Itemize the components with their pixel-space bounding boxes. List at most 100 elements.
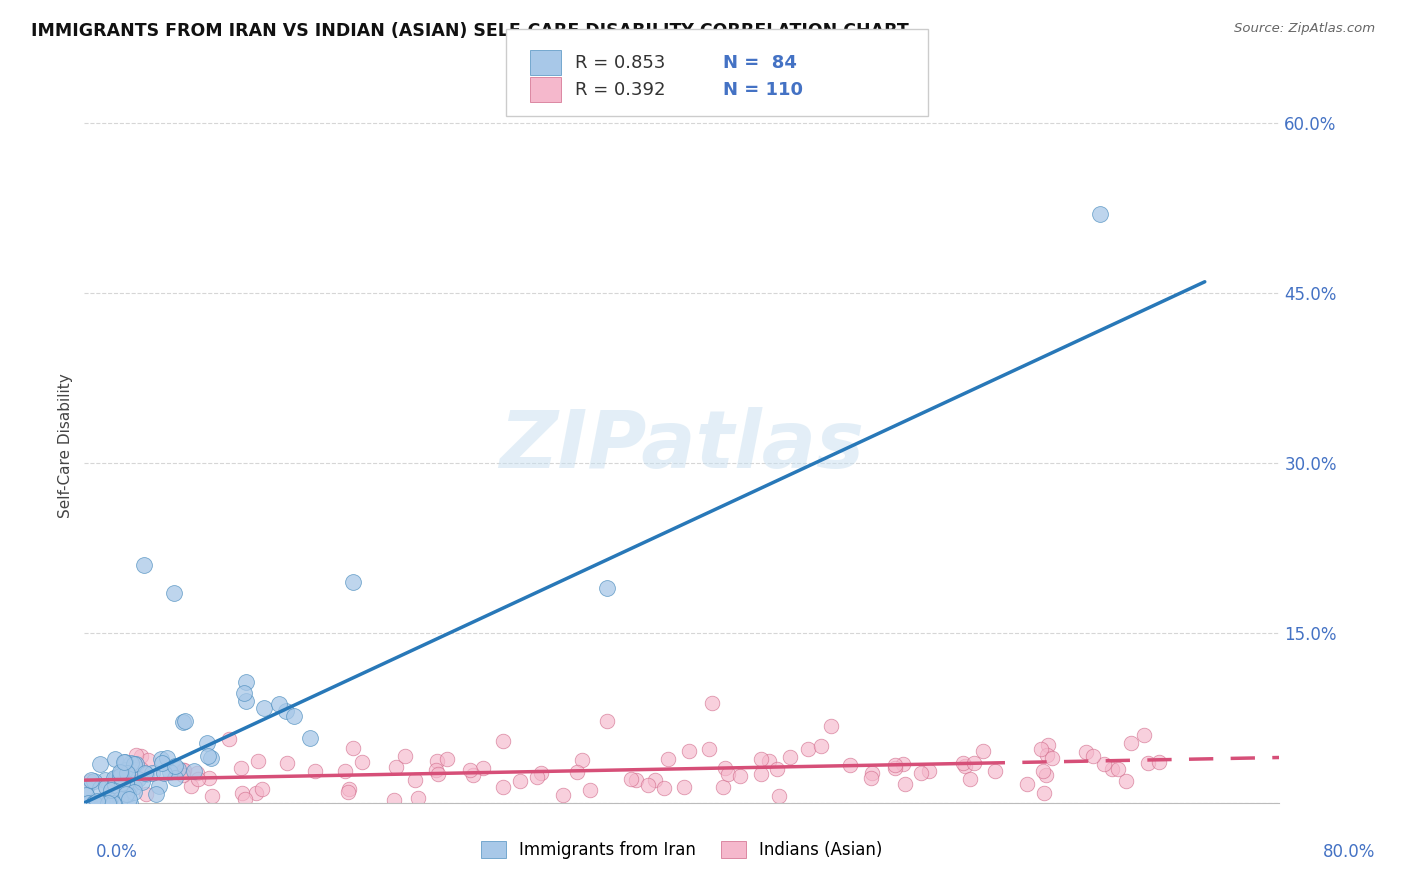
Point xyxy=(1115,773,1137,788)
Point xyxy=(1017,777,1039,791)
Point xyxy=(298,731,321,745)
Point xyxy=(118,792,141,806)
Point xyxy=(283,709,305,723)
Point xyxy=(110,769,132,783)
Point xyxy=(124,785,146,799)
Point xyxy=(120,768,142,782)
Point xyxy=(749,752,772,766)
Point xyxy=(408,790,430,805)
Point xyxy=(180,779,202,793)
Point xyxy=(103,771,125,785)
Point xyxy=(231,786,253,800)
Point xyxy=(1090,207,1112,221)
Point xyxy=(1147,755,1170,769)
Point xyxy=(153,766,176,780)
Point xyxy=(337,781,360,796)
Point xyxy=(657,752,679,766)
Point xyxy=(172,768,194,782)
Point xyxy=(115,787,138,801)
Point xyxy=(404,773,426,788)
Point xyxy=(165,759,187,773)
Point xyxy=(953,759,976,773)
Point xyxy=(1074,746,1097,760)
Point xyxy=(959,772,981,786)
Point xyxy=(141,765,163,780)
Point xyxy=(342,574,364,589)
Point xyxy=(620,772,643,786)
Point xyxy=(110,765,132,780)
Point xyxy=(98,793,121,807)
Point xyxy=(1035,768,1057,782)
Point xyxy=(492,733,515,747)
Point xyxy=(1036,748,1059,763)
Text: Source: ZipAtlas.com: Source: ZipAtlas.com xyxy=(1234,22,1375,36)
Point xyxy=(796,742,818,756)
Point xyxy=(1136,756,1159,771)
Point xyxy=(149,752,172,766)
Point xyxy=(728,769,751,783)
Point xyxy=(253,701,276,715)
Point xyxy=(125,756,148,771)
Point xyxy=(87,796,110,810)
Point xyxy=(115,768,138,782)
Point xyxy=(166,762,188,776)
Point xyxy=(117,787,139,801)
Text: N =  84: N = 84 xyxy=(723,54,797,72)
Point xyxy=(111,765,134,780)
Point xyxy=(98,796,121,810)
Point xyxy=(232,686,254,700)
Point xyxy=(98,796,121,810)
Point xyxy=(114,776,136,790)
Point xyxy=(79,796,101,810)
Point xyxy=(89,780,111,795)
Point xyxy=(125,747,148,762)
Point xyxy=(83,773,105,788)
Point xyxy=(112,755,135,769)
Point xyxy=(1101,762,1123,776)
Point xyxy=(820,719,842,733)
Point xyxy=(187,772,209,786)
Point xyxy=(135,767,157,781)
Point xyxy=(963,756,986,771)
Point xyxy=(124,775,146,789)
Point xyxy=(127,772,149,786)
Point xyxy=(436,752,458,766)
Point xyxy=(129,762,152,776)
Point xyxy=(198,771,221,785)
Point xyxy=(129,749,152,764)
Point xyxy=(509,773,531,788)
Text: IMMIGRANTS FROM IRAN VS INDIAN (ASIAN) SELF-CARE DISABILITY CORRELATION CHART: IMMIGRANTS FROM IRAN VS INDIAN (ASIAN) S… xyxy=(31,22,908,40)
Point xyxy=(626,772,648,787)
Point xyxy=(551,788,574,802)
Point xyxy=(96,791,118,805)
Point xyxy=(700,696,723,710)
Point xyxy=(883,758,905,772)
Point xyxy=(304,764,326,779)
Point xyxy=(104,772,127,786)
Point xyxy=(910,765,932,780)
Point xyxy=(1029,742,1052,756)
Point xyxy=(120,778,142,792)
Point xyxy=(108,792,131,806)
Text: 80.0%: 80.0% xyxy=(1323,843,1375,861)
Point xyxy=(79,774,101,789)
Point xyxy=(101,796,124,810)
Point xyxy=(91,796,114,810)
Point xyxy=(77,796,100,810)
Point xyxy=(163,586,186,600)
Point xyxy=(1133,728,1156,742)
Point xyxy=(132,558,156,572)
Point xyxy=(779,749,801,764)
Point xyxy=(173,714,195,729)
Point xyxy=(250,781,273,796)
Point xyxy=(156,751,179,765)
Point xyxy=(200,751,222,765)
Point xyxy=(104,752,127,766)
Point xyxy=(884,761,907,775)
Point xyxy=(131,775,153,789)
Point xyxy=(172,763,194,777)
Y-axis label: Self-Care Disability: Self-Care Disability xyxy=(58,374,73,518)
Point xyxy=(697,742,720,756)
Point xyxy=(118,796,141,810)
Point xyxy=(1094,757,1116,772)
